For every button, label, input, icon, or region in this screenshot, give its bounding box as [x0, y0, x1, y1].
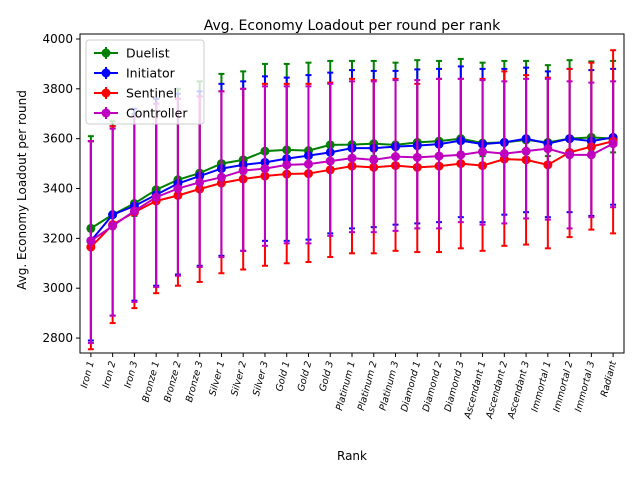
data-point-controller: [478, 147, 488, 157]
y-tick-label: 3000: [42, 281, 73, 295]
x-tick-label: Silver 3: [251, 360, 271, 397]
legend-label-duelist: Duelist: [126, 46, 170, 61]
legend-box: [85, 39, 205, 125]
data-point-controller: [412, 152, 422, 162]
y-axis-label: Avg. Economy Loadout per round: [15, 90, 29, 290]
legend-marker-controller: [101, 108, 111, 118]
data-point-controller: [108, 221, 118, 231]
data-point-controller: [391, 152, 401, 162]
data-point-controller: [238, 166, 248, 176]
legend-label-initiator: Initiator: [126, 66, 176, 81]
data-point-controller: [195, 177, 205, 187]
x-tick-label: Ascendant 3: [506, 360, 532, 421]
x-tick-label: Ascendant 1: [462, 360, 488, 421]
x-tick-label: Diamond 2: [421, 360, 445, 413]
legend-label-controller: Controller: [126, 106, 188, 121]
x-tick-label: Ascendant 2: [484, 360, 510, 421]
legend-marker-duelist: [101, 48, 111, 58]
legend-item-controller: Controller: [94, 106, 188, 121]
legend-label-sentinel: Sentinel: [126, 86, 177, 101]
x-tick-label: Radiant: [599, 359, 619, 398]
x-axis-label: Rank: [337, 449, 367, 463]
data-point-controller: [151, 192, 161, 202]
y-tick-label: 3600: [42, 132, 73, 146]
chart-marks: [86, 49, 618, 351]
data-point-controller: [565, 150, 575, 160]
x-tick-label: Gold 3: [317, 360, 336, 393]
x-tick-label: Iron 3: [123, 360, 141, 390]
x-tick-label: Iron 2: [101, 360, 119, 390]
data-point-controller: [456, 150, 466, 160]
x-tick-label: Diamond 3: [443, 360, 467, 413]
legend-item-duelist: Duelist: [94, 46, 170, 61]
y-tick-label: 3200: [42, 231, 73, 245]
chart-legend: Duelist Initiator Sentinel Controller: [85, 39, 205, 125]
data-point-controller: [282, 160, 292, 170]
x-tick-label: Silver 2: [229, 360, 249, 397]
data-point-controller: [586, 150, 596, 160]
x-tick-label: Immortal 3: [573, 360, 597, 413]
legend-item-initiator: Initiator: [94, 66, 176, 81]
y-tick-label: 3800: [42, 82, 73, 96]
data-point-controller: [521, 146, 531, 156]
x-tick-label: Silver 1: [207, 360, 227, 397]
data-point-controller: [173, 184, 183, 194]
x-tick-label: Bronze 1: [141, 360, 163, 404]
chart-title: Avg. Economy Loadout per round per rank: [204, 18, 501, 34]
y-tick-label: 2800: [42, 331, 73, 345]
x-tick-label: Bronze 2: [162, 360, 184, 404]
data-point-controller: [216, 172, 226, 182]
x-tick-label: Iron 1: [79, 360, 97, 390]
data-point-controller: [434, 151, 444, 161]
x-tick-label: Gold 1: [274, 360, 293, 393]
data-point-controller: [499, 149, 509, 159]
x-tick-label: Bronze 3: [184, 360, 206, 404]
y-tick-label: 4000: [42, 32, 73, 46]
data-point-controller: [347, 153, 357, 163]
data-point-controller: [260, 164, 270, 174]
legend-marker-sentinel: [101, 88, 111, 98]
y-tick-label: 3400: [42, 182, 73, 196]
data-point-controller: [325, 156, 335, 166]
series-controller: [86, 77, 618, 345]
data-point-controller: [129, 206, 139, 216]
x-tick-label: Platinum 1: [334, 360, 358, 412]
x-tick-label: Platinum 2: [356, 360, 380, 412]
x-tick-label: Platinum 3: [378, 360, 402, 412]
x-tick-label: Immortal 1: [530, 360, 554, 413]
x-tick-label: Diamond 1: [399, 360, 423, 413]
data-point-controller: [543, 144, 553, 154]
x-tick-label: Gold 2: [296, 360, 315, 393]
legend-item-sentinel: Sentinel: [94, 86, 177, 101]
x-tick-label: Immortal 2: [551, 360, 575, 413]
legend-marker-initiator: [101, 68, 111, 78]
data-point-controller: [303, 159, 313, 169]
data-point-controller: [369, 155, 379, 165]
data-point-controller: [86, 236, 96, 246]
data-point-controller: [608, 139, 618, 149]
